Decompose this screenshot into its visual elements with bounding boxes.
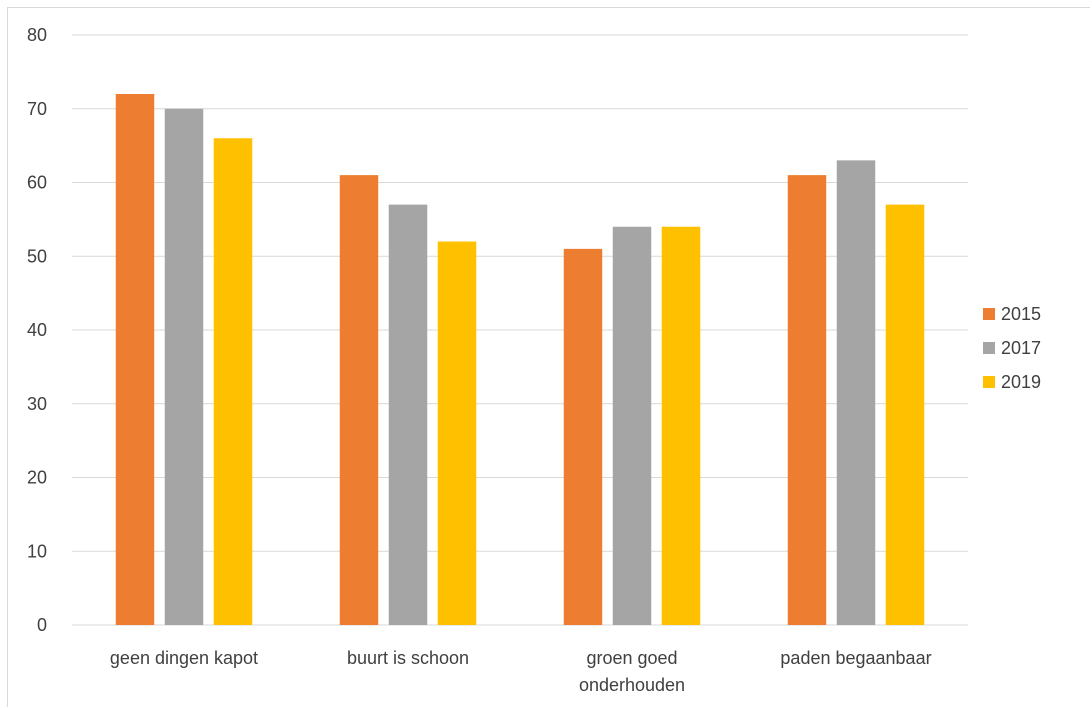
y-tick-label: 70: [27, 99, 47, 119]
chart-frame: [7, 7, 1090, 707]
bar-2015-1: [339, 175, 379, 625]
y-tick-label: 50: [27, 246, 47, 266]
y-axis-tick-labels: 0 10 20 30 40 50 60 70 80: [27, 25, 47, 635]
y-tick-label: 20: [27, 468, 47, 488]
bar-2017-2: [612, 226, 652, 625]
bar-2015-0: [115, 94, 155, 625]
legend-label: 2019: [1001, 372, 1041, 392]
bars: [115, 94, 925, 625]
x-category-label: buurt is schoon: [347, 648, 469, 668]
bar-2017-3: [836, 160, 876, 625]
legend-label: 2015: [1001, 304, 1041, 324]
legend: 2015 2017 2019: [983, 304, 1041, 392]
legend-swatch-2019: [983, 376, 995, 388]
y-tick-label: 10: [27, 541, 47, 561]
legend-swatch-2015: [983, 308, 995, 320]
y-tick-label: 30: [27, 394, 47, 414]
bar-2019-3: [885, 204, 925, 625]
gridlines: [72, 34, 968, 626]
y-tick-label: 80: [27, 25, 47, 45]
legend-swatch-2017: [983, 342, 995, 354]
bar-2015-3: [787, 175, 827, 625]
x-category-label: groen goed: [586, 648, 677, 668]
bar-2019-2: [661, 226, 701, 625]
x-category-label: onderhouden: [579, 675, 685, 695]
x-axis-category-labels: geen dingen kapot buurt is schoon groen go…: [110, 648, 932, 695]
x-category-label: geen dingen kapot: [110, 648, 258, 668]
bar-2019-1: [437, 241, 477, 625]
x-category-label: paden begaanbaar: [780, 648, 931, 668]
bar-2019-0: [213, 138, 253, 625]
y-tick-label: 60: [27, 173, 47, 193]
bar-2017-0: [164, 108, 204, 625]
y-tick-label: 40: [27, 320, 47, 340]
bar-2015-2: [563, 248, 603, 625]
bar-2017-1: [388, 204, 428, 625]
legend-label: 2017: [1001, 338, 1041, 358]
y-tick-label: 0: [37, 615, 47, 635]
